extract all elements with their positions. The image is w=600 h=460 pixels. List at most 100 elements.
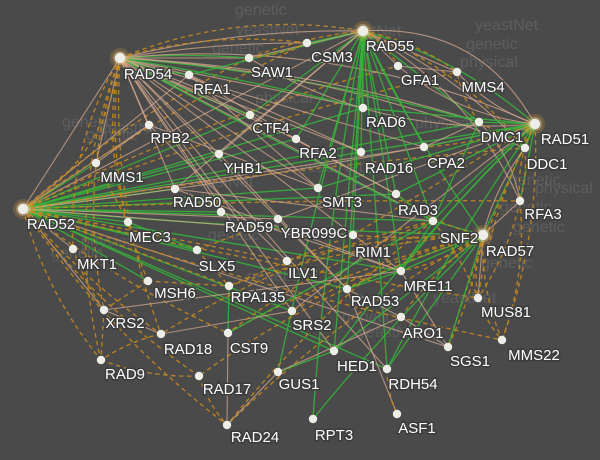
watermark-text: genetic <box>500 199 552 216</box>
node-XRS2[interactable] <box>99 305 109 315</box>
node-label-RAD50: RAD50 <box>173 194 221 211</box>
node-GFA1[interactable] <box>393 61 403 71</box>
node-DMC1[interactable] <box>474 117 484 127</box>
node-label-CTF4: CTF4 <box>252 120 290 137</box>
node-MSH6[interactable] <box>143 276 153 286</box>
edge-RAD52-DMC1 <box>22 121 480 210</box>
node-MEC3[interactable] <box>123 217 133 227</box>
node-label-RAD59: RAD59 <box>225 219 273 236</box>
node-MMS22[interactable] <box>497 335 507 345</box>
node-RAD3[interactable] <box>391 189 401 199</box>
node-label-YBR099C: YBR099C <box>281 225 348 242</box>
edge-RAD54-RAD52 <box>22 57 121 210</box>
node-SGS1[interactable] <box>443 342 453 352</box>
node-MKT1[interactable] <box>68 244 78 254</box>
node-SLX5[interactable] <box>192 245 202 255</box>
node-RAD51[interactable] <box>529 118 541 130</box>
edge-MMS1-RPB2 <box>95 124 150 164</box>
node-SMT3[interactable] <box>313 183 323 193</box>
edge-RAD52-SAW1 <box>22 57 250 210</box>
node-ILV1[interactable] <box>282 256 292 266</box>
edge-HED1-GUS1 <box>277 350 335 373</box>
node-MUS81[interactable] <box>473 293 483 303</box>
node-label-RDH54: RDH54 <box>388 376 437 393</box>
edge-RAD55-GUS1 <box>277 30 364 373</box>
node-label-RFA2: RFA2 <box>299 145 337 162</box>
edge-RAD51-CPA2 <box>423 123 536 148</box>
edge-XRS2-RAD9 <box>100 309 105 361</box>
node-HED1[interactable] <box>329 346 339 356</box>
node-GUS1[interactable] <box>273 367 283 377</box>
node-label-CPA2: CPA2 <box>427 155 465 172</box>
node-CSM3[interactable] <box>302 38 312 48</box>
node-RFA2[interactable] <box>291 134 301 144</box>
node-SAW1[interactable] <box>244 53 254 63</box>
edge-RAD52-CSM3 <box>22 42 308 210</box>
edge-RAD54-CSM3 <box>119 42 308 59</box>
watermark-text: genetic <box>86 127 138 144</box>
node-CST9[interactable] <box>223 328 233 338</box>
node-label-RAD17: RAD17 <box>203 381 251 398</box>
edge-RAD55-RAD51 <box>362 30 536 125</box>
edge-RAD51-SAW1 <box>248 57 536 127</box>
node-RAD57[interactable] <box>477 229 489 241</box>
node-DDC1[interactable] <box>520 143 530 153</box>
node-RAD6[interactable] <box>358 103 368 113</box>
node-MRE11[interactable] <box>396 266 406 276</box>
node-CPA2[interactable] <box>419 142 429 152</box>
node-YHB1[interactable] <box>214 149 224 159</box>
node-RPA135[interactable] <box>224 281 234 291</box>
node-label-MKT1: MKT1 <box>77 256 117 273</box>
node-label-RAD16: RAD16 <box>365 160 413 177</box>
node-RIM1[interactable] <box>348 230 358 240</box>
node-RDH54[interactable] <box>382 364 392 374</box>
edge-RAD55-CPA2 <box>362 30 425 148</box>
edge-MEC3-SLX5 <box>127 221 198 251</box>
node-MMS1[interactable] <box>91 158 101 168</box>
node-RAD55[interactable] <box>357 25 369 37</box>
node-RAD17[interactable] <box>194 371 204 381</box>
node-ARO1[interactable] <box>396 312 406 322</box>
node-SRS2[interactable] <box>287 306 297 316</box>
edge-RFA3-MUS81 <box>477 200 521 299</box>
node-RAD9[interactable] <box>96 355 106 365</box>
node-RAD54[interactable] <box>114 52 126 64</box>
edge-RAD54-RAD18 <box>117 57 162 335</box>
edge-RAD55-RAD50 <box>174 30 364 190</box>
edge-RAD57-MMS22 <box>482 234 503 341</box>
edge-SNF2-MRE11 <box>400 220 434 272</box>
edge-RAD52-CTF4 <box>22 114 251 210</box>
node-label-CSM3: CSM3 <box>311 49 353 66</box>
node-RFA1[interactable] <box>184 70 194 80</box>
node-RPT3[interactable] <box>308 414 318 424</box>
node-RAD16[interactable] <box>356 147 366 157</box>
node-SNF2[interactable] <box>428 216 438 226</box>
node-CTF4[interactable] <box>245 110 255 120</box>
edge-RAD54-RAD55 <box>119 30 364 59</box>
node-RAD59[interactable] <box>216 207 226 217</box>
node-MMS4[interactable] <box>452 67 462 77</box>
node-RAD18[interactable] <box>156 329 166 339</box>
edge-RAD57-DDC1 <box>482 147 526 236</box>
node-RAD50[interactable] <box>170 184 180 194</box>
edge-RAD57-MRE11 <box>400 234 484 272</box>
edge-SLX5-RPA135 <box>196 249 230 287</box>
node-RAD24[interactable] <box>222 420 232 430</box>
node-ASF1[interactable] <box>392 409 402 419</box>
node-label-RAD54: RAD54 <box>124 66 172 83</box>
node-RFA3[interactable] <box>515 196 525 206</box>
node-RAD52[interactable] <box>17 203 29 215</box>
edge-DMC1-RFA3 <box>478 121 521 202</box>
node-RPB2[interactable] <box>144 120 154 130</box>
node-label-YHB1: YHB1 <box>223 160 262 177</box>
edge-RAD57-RFA3 <box>482 200 521 236</box>
edge-RAD51-CPA2 <box>423 123 536 148</box>
node-label-ARO1: ARO1 <box>403 325 444 342</box>
edge-RAD52-RFA3 <box>22 199 521 210</box>
edge-RAD54-RAD6 <box>119 57 364 109</box>
node-YBR099C[interactable] <box>273 214 283 224</box>
node-RAD53[interactable] <box>342 284 352 294</box>
edge-RAD52-YBR099C <box>22 208 279 220</box>
node-label-MSH6: MSH6 <box>154 285 196 302</box>
